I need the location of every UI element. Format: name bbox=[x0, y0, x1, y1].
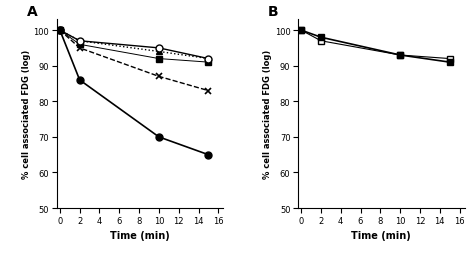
Text: A: A bbox=[27, 5, 37, 19]
Text: B: B bbox=[268, 5, 279, 19]
X-axis label: Time (min): Time (min) bbox=[351, 230, 411, 240]
Y-axis label: % cell associated FDG (log): % cell associated FDG (log) bbox=[263, 50, 272, 179]
X-axis label: Time (min): Time (min) bbox=[110, 230, 170, 240]
Y-axis label: % cell associated FDG (log): % cell associated FDG (log) bbox=[22, 50, 31, 179]
